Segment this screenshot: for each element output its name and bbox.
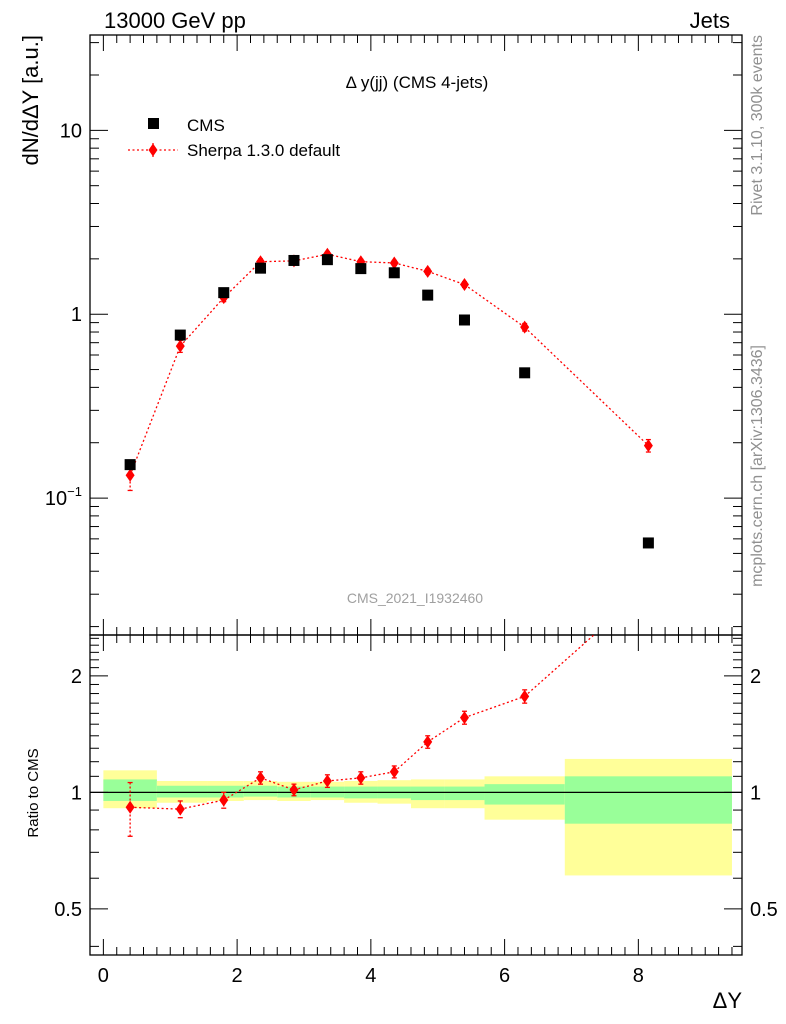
cms-data-point: [519, 367, 531, 379]
ratio-panel: 0 2 4 6 8 0.5 0.5 1 1 2 2: [54, 634, 778, 987]
y-tick-label-base: 10: [45, 488, 67, 510]
ratio-inner-band: [564, 776, 732, 824]
y-tick-label: 10−1: [45, 484, 82, 510]
ratio-sherpa-series-line: [130, 634, 595, 810]
ratio-sherpa-point: [256, 771, 266, 785]
sherpa-point: [459, 278, 469, 292]
sherpa-point: [520, 320, 530, 334]
ratio-sherpa-point: [175, 802, 185, 816]
sherpa-point: [643, 439, 653, 453]
ratio-sherpa-point: [423, 735, 433, 749]
y-tick-label-exponent: −1: [67, 484, 82, 499]
cms-data-point: [642, 537, 654, 549]
ratio-inner-band: [444, 786, 485, 801]
x-tick-label: 8: [633, 965, 644, 987]
ratio-sherpa-point: [520, 689, 530, 703]
y-tick-label: 10: [60, 120, 82, 142]
mcplots-side-label: mcplots.cern.ch [arXiv:1306.3436]: [749, 345, 766, 587]
ratio-inner-band: [410, 786, 445, 801]
rivet-side-label: Rivet 3.1.10, 300k events: [749, 35, 766, 216]
ratio-y-tick-label-right: 1: [750, 782, 761, 804]
cms-data-point: [422, 289, 434, 301]
ratio-y-axis-label: Ratio to CMS: [25, 748, 42, 837]
ratio-sherpa-point: [459, 711, 469, 725]
sherpa-series-line: [129, 253, 649, 476]
cms-data-point: [388, 267, 400, 279]
ratio-sherpa-point: [289, 783, 299, 797]
header-right-label: Jets: [690, 8, 730, 33]
ratio-inner-band: [207, 785, 244, 798]
cms-data-point: [458, 314, 470, 326]
ratio-panel-axes: 0 2 4 6 8 0.5 0.5 1 1 2 2: [54, 634, 778, 987]
x-tick-label: 0: [98, 965, 109, 987]
cms-data-point: [321, 254, 333, 266]
ratio-y-tick-label: 2: [71, 666, 82, 688]
cms-data-point: [288, 254, 300, 266]
sherpa-point: [175, 339, 185, 353]
ratio-inner-band: [243, 785, 278, 797]
header-left-label: 13000 GeV pp: [104, 8, 246, 33]
ratio-y-tick-label: 0.5: [54, 899, 82, 921]
cms-data-point: [255, 262, 267, 274]
main-y-axis-label: dN/dΔY [a.u.]: [18, 35, 43, 165]
cms-data-point: [174, 329, 186, 341]
cms-data-point: [218, 287, 230, 299]
ratio-sherpa-point: [356, 771, 366, 785]
ratio-sherpa-point: [219, 793, 229, 807]
watermark-label: CMS_2021_I1932460: [347, 590, 483, 606]
main-panel-marks: [124, 247, 654, 549]
cms-data-point: [355, 263, 367, 275]
y-tick-label: 1: [71, 304, 82, 326]
ratio-y-tick-label-right: 2: [750, 666, 761, 688]
sherpa-point: [389, 256, 399, 270]
sherpa-point: [125, 468, 135, 482]
x-tick-label: 4: [365, 965, 376, 987]
ratio-uncertainty-bands: [90, 758, 742, 876]
x-tick-label: 2: [232, 965, 243, 987]
ratio-inner-band: [103, 779, 157, 801]
legend-sherpa-label: Sherpa 1.3.0 default: [187, 141, 340, 160]
legend-cms-label: CMS: [187, 116, 225, 135]
legend-cms-marker: [148, 118, 159, 129]
ratio-y-tick-label-right: 0.5: [750, 899, 778, 921]
ratio-y-tick-label: 1: [71, 782, 82, 804]
x-tick-label: 6: [499, 965, 510, 987]
chart-title: Δ y(jj) (CMS 4-jets): [346, 73, 489, 92]
ratio-sherpa-point: [389, 765, 399, 779]
legend: CMS Sherpa 1.3.0 default: [128, 116, 340, 160]
ratio-sherpa-point: [322, 774, 332, 788]
cms-data-point: [124, 459, 136, 471]
x-axis-label: ΔY: [713, 988, 743, 1013]
ratio-panel-marks: [125, 634, 595, 837]
ratio-inner-band: [484, 784, 565, 805]
ratio-sherpa-point: [125, 800, 135, 814]
ratio-inner-band: [156, 785, 208, 798]
sherpa-point: [423, 264, 433, 278]
legend-sherpa-marker: [148, 143, 158, 157]
ratio-panel-frame: [89, 634, 743, 956]
